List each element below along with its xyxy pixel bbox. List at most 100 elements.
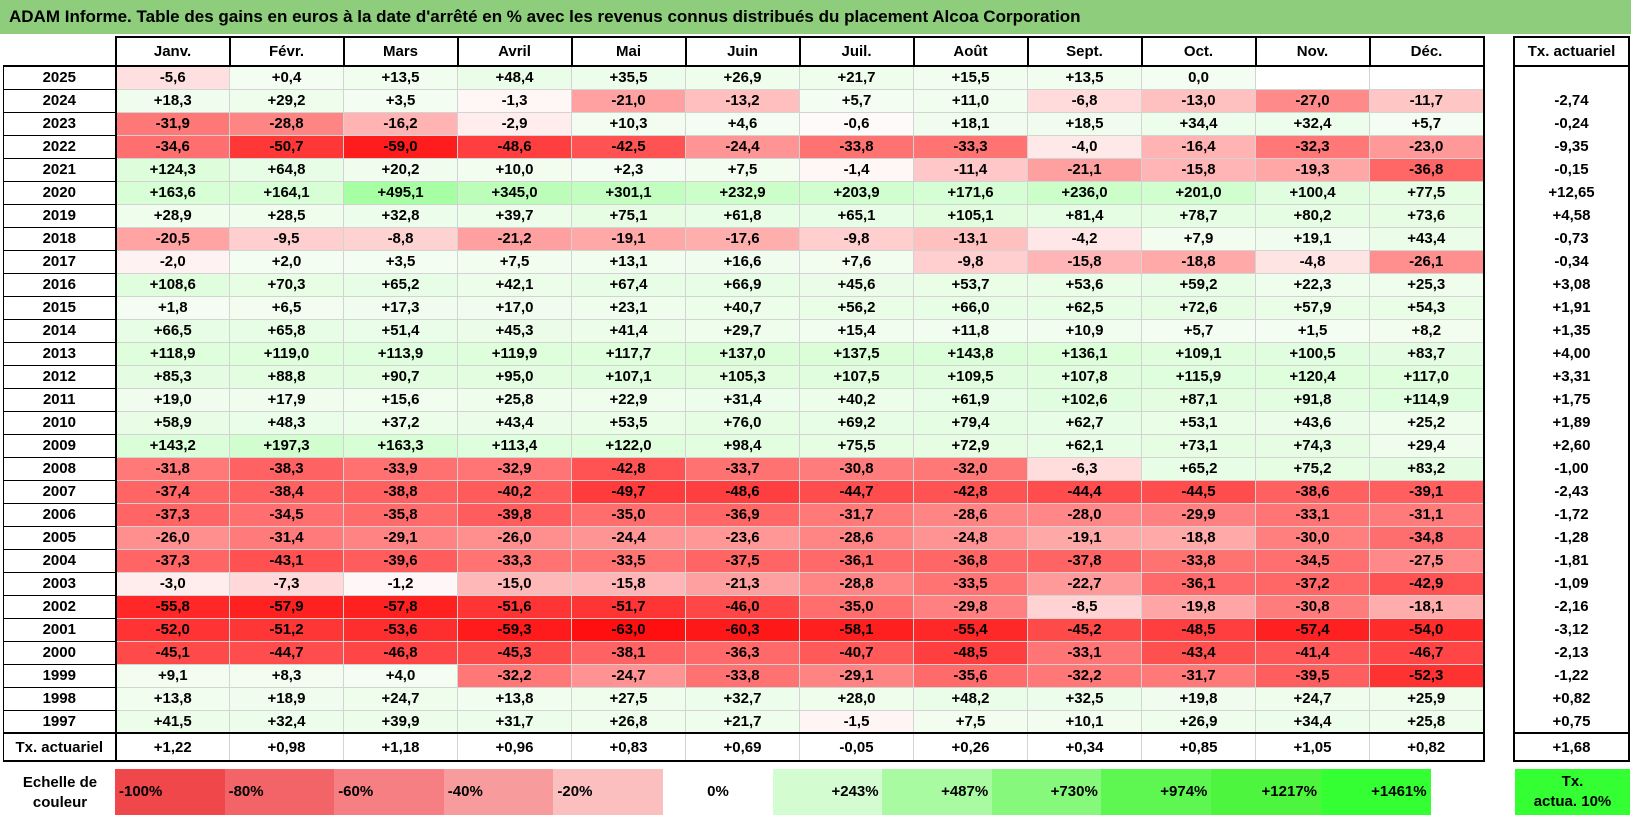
value-cell: +85,3: [114, 364, 230, 389]
total-cell: +0,96: [457, 732, 572, 762]
color-scale-rate-swatch: Tx. actua. 10%: [1515, 769, 1630, 815]
year-label: 2018: [3, 226, 116, 251]
value-cell: +54,3: [1369, 295, 1485, 320]
value-cell: [1255, 65, 1370, 90]
total-cell: +0,85: [1141, 732, 1256, 762]
value-cell: -52,0: [114, 617, 230, 642]
year-label: 2009: [3, 433, 116, 458]
value-cell: -32,3: [1255, 134, 1370, 159]
value-cell: +32,5: [1027, 686, 1142, 711]
value-cell: -33,8: [685, 663, 800, 688]
year-label: 2023: [3, 111, 116, 136]
value-cell: -19,8: [1141, 594, 1256, 619]
rate-swatch-line2: actua. 10%: [1533, 793, 1612, 810]
value-cell: -44,7: [799, 479, 914, 504]
value-cell: +102,6: [1027, 387, 1142, 412]
value-cell: +45,3: [457, 318, 572, 343]
value-cell: +495,1: [343, 180, 458, 205]
value-cell: +65,2: [1141, 456, 1256, 481]
value-cell: -5,6: [114, 65, 230, 90]
rate-row: -2,16: [1513, 595, 1630, 618]
total-label: Tx. actuariel: [3, 732, 116, 762]
value-cell: +31,4: [685, 387, 800, 412]
value-cell: +91,8: [1255, 387, 1370, 412]
value-cell: +23,1: [571, 295, 686, 320]
color-scale-step: +1461%: [1320, 769, 1431, 815]
value-cell: -37,5: [685, 548, 800, 573]
value-cell: -42,9: [1369, 571, 1485, 596]
value-cell: -36,1: [799, 548, 914, 573]
rate-row: -3,12: [1513, 618, 1630, 641]
rate-row: +1,35: [1513, 319, 1630, 342]
value-cell: +53,6: [1027, 272, 1142, 297]
value-cell: -24,8: [913, 525, 1028, 550]
value-cell: -15,0: [457, 571, 572, 596]
value-cell: +13,1: [571, 249, 686, 274]
value-cell: +13,8: [457, 686, 572, 711]
value-cell: -26,0: [114, 525, 230, 550]
total-cell: +0,34: [1027, 732, 1142, 762]
year-label: 2024: [3, 88, 116, 113]
value-cell: +74,3: [1255, 433, 1370, 458]
rate-header-row: Tx. actuariel: [1513, 36, 1630, 67]
rate-cell: -0,34: [1513, 250, 1630, 273]
rate-cell: -1,81: [1513, 549, 1630, 572]
value-cell: +66,0: [913, 295, 1028, 320]
table-row: 2024 +18,3 +29,2 +3,5 -1,3 -21,0 -13,2 +5,7 +11,…: [3, 88, 1485, 113]
table-row: 2015 +1,8 +6,5 +17,3 +17,0 +23,1 +40,7 +56,2 +66…: [3, 295, 1485, 320]
value-cell: -24,4: [685, 134, 800, 159]
value-cell: +105,3: [685, 364, 800, 389]
value-cell: -38,1: [571, 640, 686, 665]
color-scale-step: +1217%: [1211, 769, 1321, 815]
total-cell: -0,05: [799, 732, 914, 762]
value-cell: -29,9: [1141, 502, 1256, 527]
value-cell: +80,2: [1255, 203, 1370, 228]
value-cell: +64,8: [229, 157, 344, 182]
rate-row: +12,65: [1513, 181, 1630, 204]
value-cell: -37,3: [114, 548, 230, 573]
value-cell: +10,3: [571, 111, 686, 136]
value-cell: +137,5: [799, 341, 914, 366]
value-cell: -17,6: [685, 226, 800, 251]
value-cell: +3,5: [343, 249, 458, 274]
total-cell: +1,22: [114, 732, 230, 762]
value-cell: +5,7: [1369, 111, 1485, 136]
value-cell: -18,8: [1141, 525, 1256, 550]
value-cell: +57,9: [1255, 295, 1370, 320]
value-cell: +107,1: [571, 364, 686, 389]
value-cell: -33,1: [1255, 502, 1370, 527]
value-cell: +43,4: [457, 410, 572, 435]
color-scale-step: -60%: [334, 769, 445, 815]
value-cell: +70,3: [229, 272, 344, 297]
value-cell: +58,9: [114, 410, 230, 435]
value-cell: -32,9: [457, 456, 572, 481]
value-cell: +107,8: [1027, 364, 1142, 389]
value-cell: -45,1: [114, 640, 230, 665]
year-label: 2003: [3, 571, 116, 596]
rate-cell: -1,00: [1513, 457, 1630, 480]
value-cell: +65,1: [799, 203, 914, 228]
value-cell: +66,9: [685, 272, 800, 297]
month-header: Mai: [570, 36, 687, 67]
value-cell: -31,1: [1369, 502, 1485, 527]
value-cell: +90,7: [343, 364, 458, 389]
rate-cell: -2,74: [1513, 89, 1630, 112]
value-cell: +65,2: [343, 272, 458, 297]
value-cell: -33,1: [1027, 640, 1142, 665]
value-cell: +8,3: [229, 663, 344, 688]
value-cell: +8,2: [1369, 318, 1485, 343]
value-cell: +171,6: [913, 180, 1028, 205]
rate-cell: +1,91: [1513, 296, 1630, 319]
value-cell: -38,6: [1255, 479, 1370, 504]
value-cell: +107,5: [799, 364, 914, 389]
value-cell: +39,7: [457, 203, 572, 228]
value-cell: -21,0: [571, 88, 686, 113]
table-row: 2020 +163,6 +164,1 +495,1 +345,0 +301,1 +232,9…: [3, 180, 1485, 205]
value-cell: +53,1: [1141, 410, 1256, 435]
rate-swatch-line1: Tx.: [1561, 773, 1584, 790]
value-cell: +137,0: [685, 341, 800, 366]
value-cell: -19,1: [571, 226, 686, 251]
rate-row: +4,00: [1513, 342, 1630, 365]
value-cell: +7,6: [799, 249, 914, 274]
value-cell: -31,4: [229, 525, 344, 550]
